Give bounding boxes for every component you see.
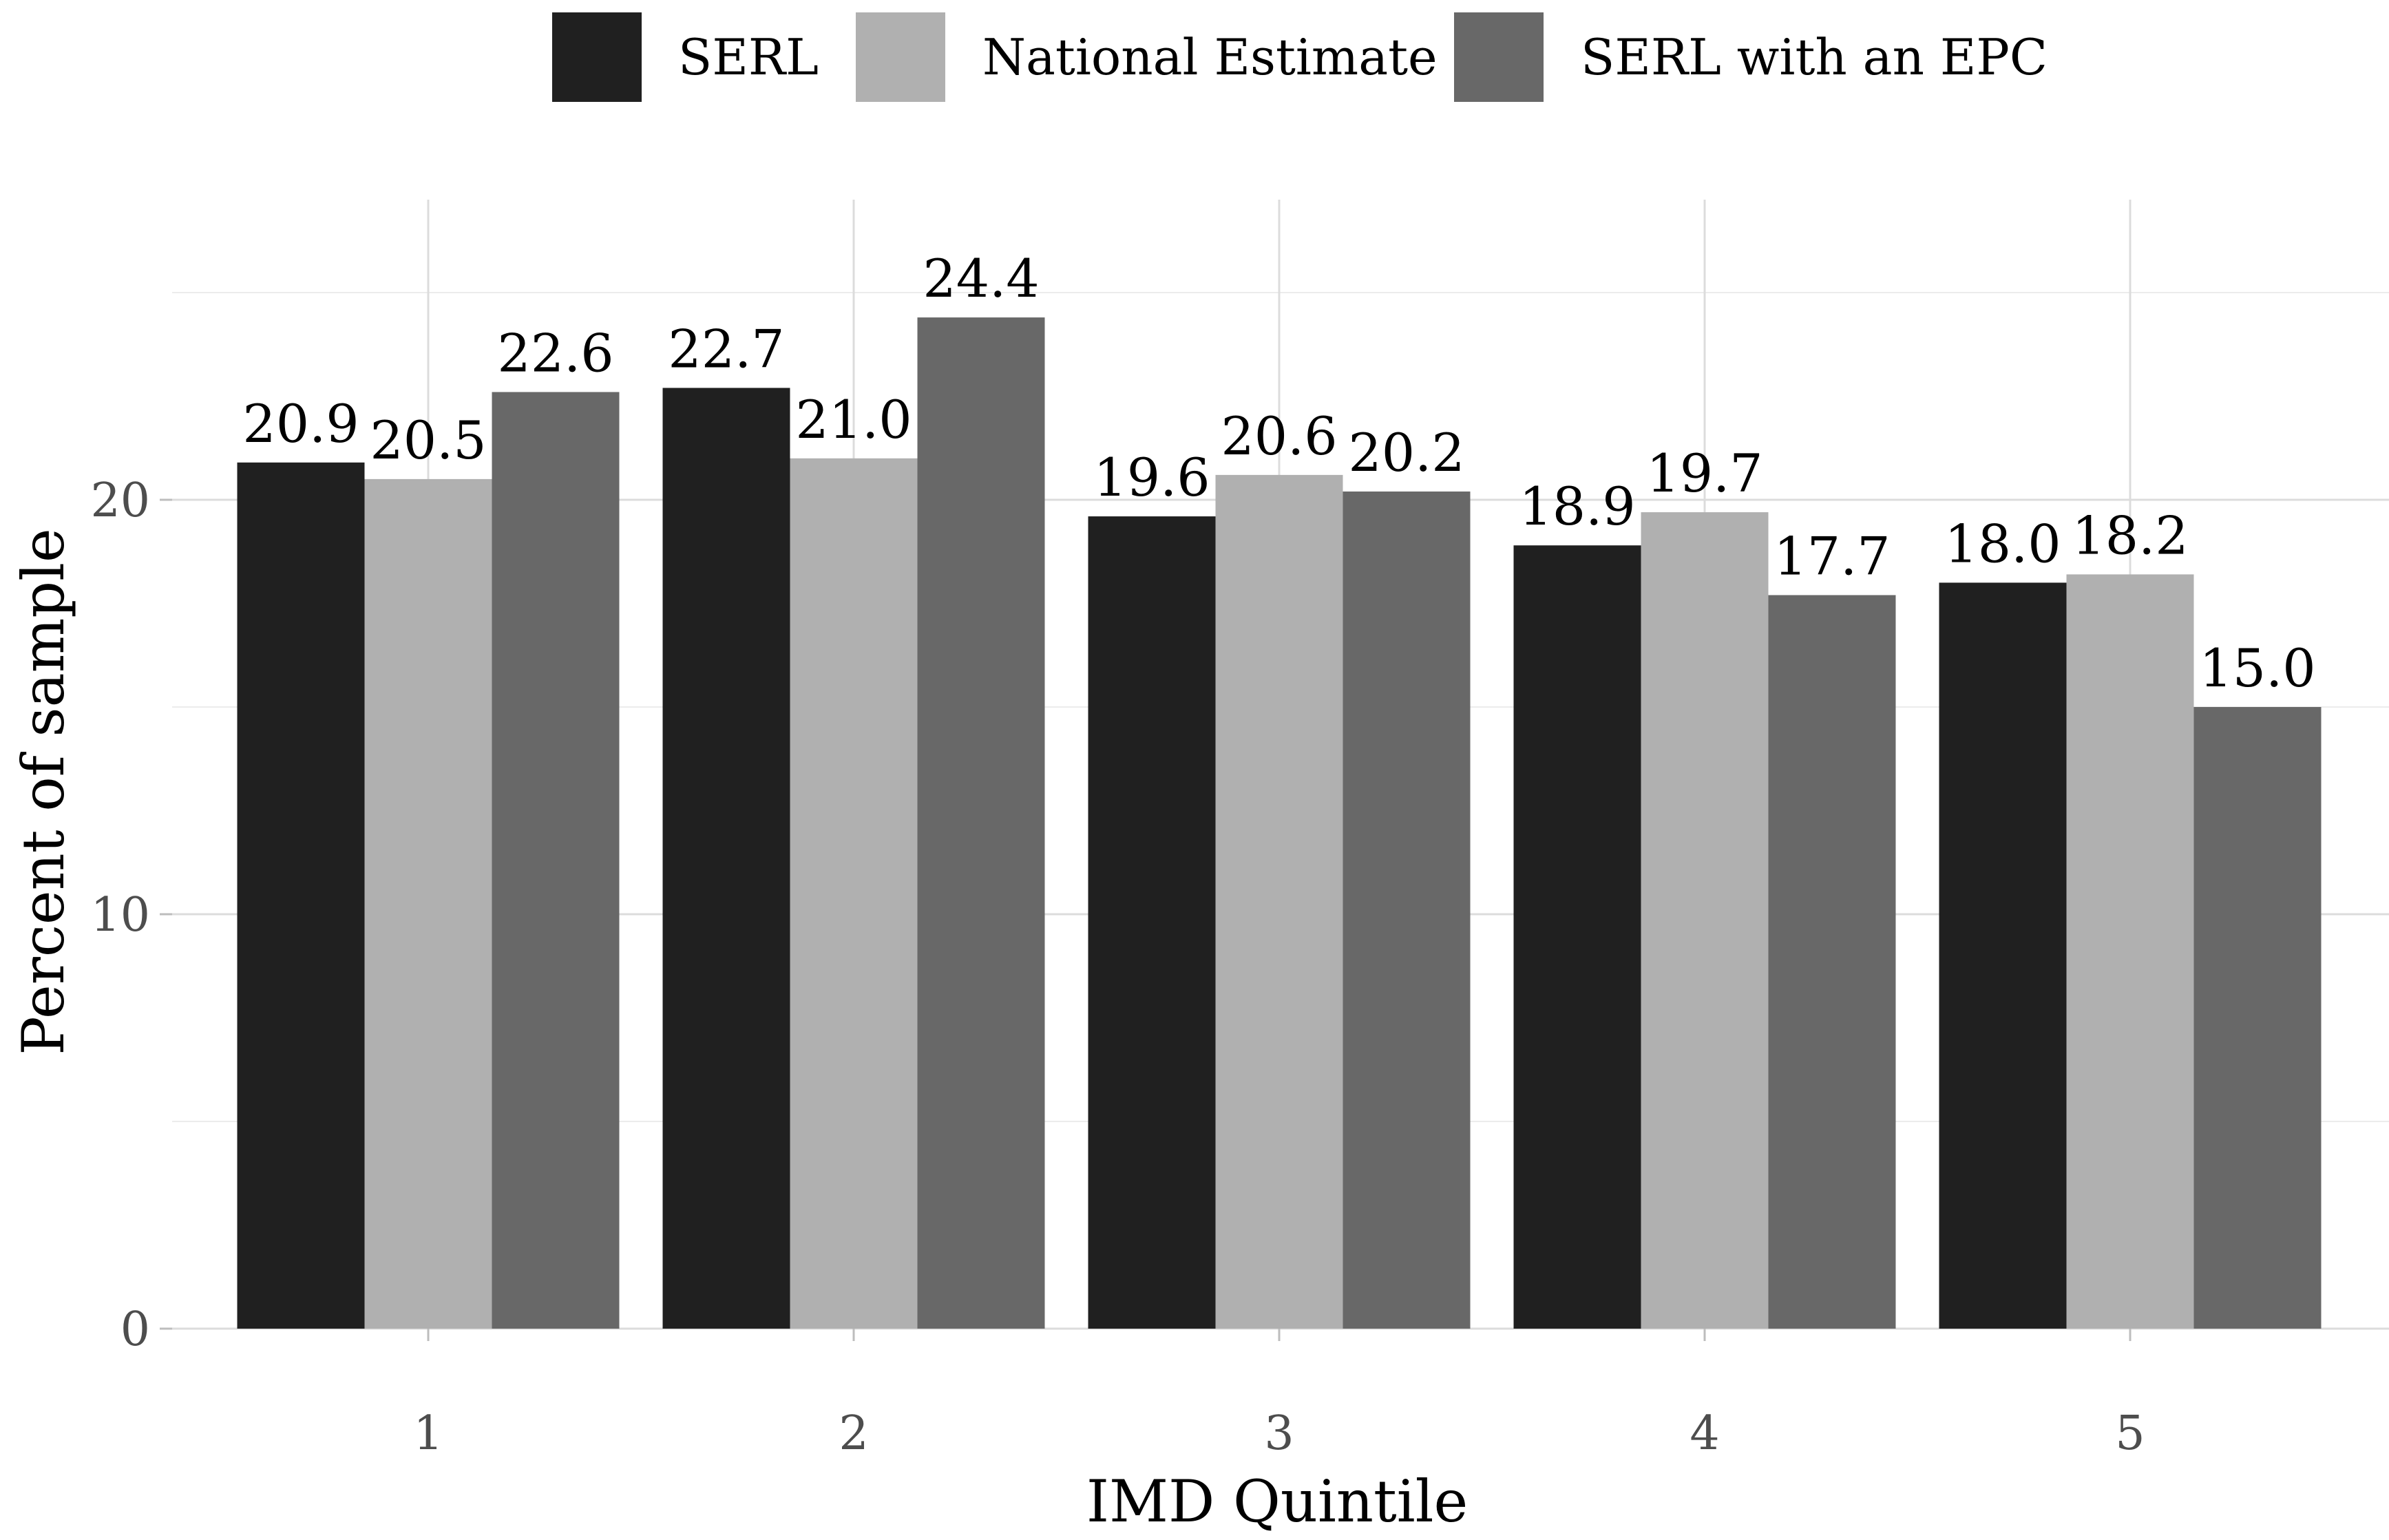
data-label: 19.6 (1093, 447, 1210, 508)
x-tick-label: 5 (2115, 1406, 2145, 1461)
y-axis-title: Percent of sample (10, 528, 77, 1055)
data-label: 19.7 (1646, 443, 1762, 504)
bar (2066, 574, 2194, 1329)
legend-key (1454, 12, 1544, 102)
x-tick-label: 4 (1690, 1406, 1719, 1461)
data-label: 18.0 (1944, 513, 2061, 574)
bar (1513, 545, 1641, 1329)
data-label: 20.9 (242, 393, 359, 454)
legend-key (552, 12, 642, 102)
bar (1088, 516, 1216, 1329)
bar (1768, 595, 1896, 1329)
bar (1215, 474, 1343, 1329)
bar (492, 392, 620, 1329)
x-tick-label: 3 (1264, 1406, 1294, 1461)
data-label: 20.2 (1348, 422, 1464, 483)
data-label: 20.5 (370, 410, 486, 471)
axes: 0 10 20 1 2 3 4 5 (90, 474, 2145, 1461)
x-axis-title: IMD Quintile (1086, 1468, 1468, 1535)
data-label: 17.7 (1774, 525, 1890, 587)
bar (237, 462, 365, 1329)
legend-label: SERL with an EPC (1581, 28, 2048, 86)
y-tick-label: 20 (90, 474, 150, 528)
bar (1641, 512, 1769, 1329)
bar (662, 388, 790, 1329)
data-label: 18.9 (1519, 476, 1635, 537)
bar (2193, 707, 2322, 1329)
bars (237, 317, 2322, 1329)
legend: SERL National Estimate SERL with an EPC (552, 12, 2048, 102)
data-label: 20.6 (1221, 405, 1337, 467)
legend-label: National Estimate (982, 28, 1438, 86)
legend-key (856, 12, 945, 102)
bar (1939, 582, 2067, 1329)
data-label: 22.7 (668, 318, 784, 379)
data-label: 21.0 (795, 389, 912, 450)
bar (790, 458, 918, 1329)
data-label: 24.4 (923, 248, 1039, 309)
data-label: 18.2 (2072, 505, 2188, 566)
x-tick-label: 1 (413, 1406, 443, 1461)
legend-label: SERL (678, 28, 819, 86)
y-tick-label: 0 (120, 1302, 150, 1357)
bar (364, 478, 492, 1329)
bar (1343, 491, 1471, 1329)
bar (917, 317, 1045, 1329)
data-label: 22.6 (497, 322, 613, 383)
data-labels: 20.9 22.7 19.6 18.9 18.0 20.5 21.0 20.6 19.7 18.2… (242, 248, 2315, 699)
y-tick-label: 10 (90, 888, 150, 942)
x-tick-label: 2 (839, 1406, 868, 1461)
data-label: 15.0 (2199, 637, 2315, 699)
